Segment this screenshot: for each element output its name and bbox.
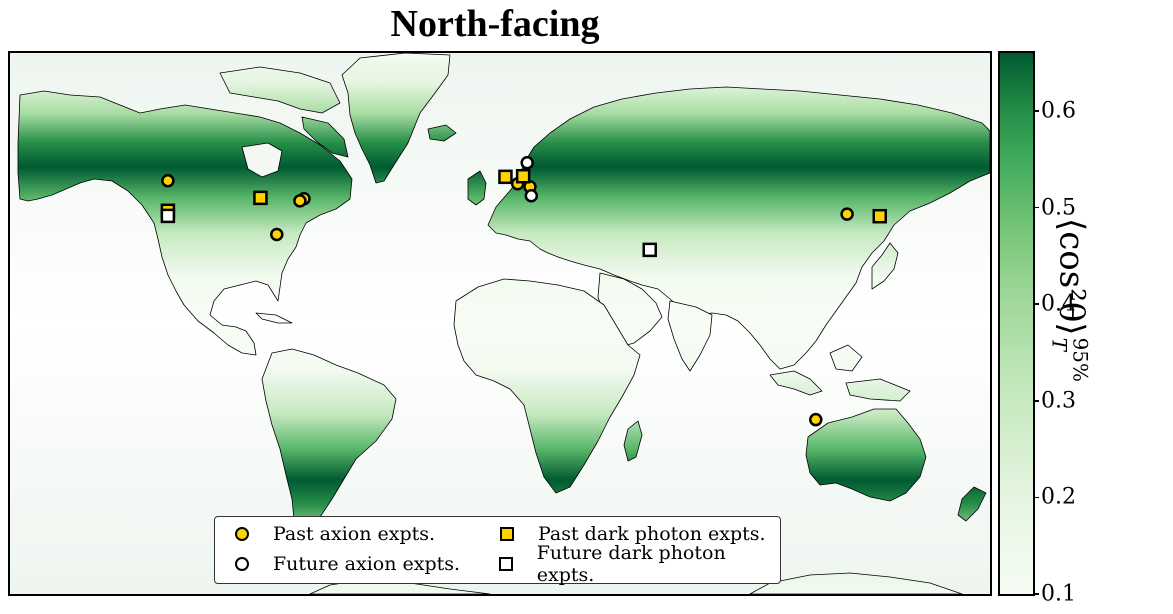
colorbar-tick-mark: [1033, 496, 1039, 499]
colorbar-ticks: 0.1 0.2 0.3 0.4 0.5 0.6: [1033, 51, 1093, 607]
circle-marker-icon: [225, 551, 259, 577]
square-marker-icon: [490, 521, 524, 547]
chart-title: North-facing: [390, 3, 600, 45]
legend-label: Future dark photon expts.: [536, 542, 726, 586]
legend-label: Past dark photon expts.: [538, 523, 766, 545]
colorbar-tick-mark: [1033, 206, 1039, 209]
canadian-arctic-islands: [219, 66, 341, 114]
colorbar-tick-mark: [1033, 110, 1039, 112]
marker-past-axion-expts-0: [161, 173, 175, 188]
africa: [453, 278, 641, 494]
marker-past-dark-photon-expts-3: [515, 168, 531, 184]
colorbar-gradient: [1000, 53, 1033, 594]
marker-past-dark-photon-expts-4: [872, 208, 887, 224]
baffin-island: [301, 116, 349, 158]
legend-item: Past axion expts.: [225, 521, 435, 547]
marker-future-axion-expts-1: [524, 189, 539, 203]
marker-future-dark-photon-expts-0: [160, 208, 176, 224]
marker-past-axion-expts-7: [809, 412, 823, 427]
australia: [805, 408, 927, 502]
japan: [871, 242, 899, 290]
colorbar-tick-label: 0.6: [1041, 98, 1076, 124]
india: [667, 300, 713, 372]
circle-marker-icon: [225, 521, 259, 547]
legend-item: Future dark photon expts.: [490, 542, 780, 586]
hudson-bay-island: [241, 142, 283, 178]
iceland: [427, 124, 457, 142]
map-frame: [8, 51, 992, 596]
colorbar-tick-label: 0.1: [1041, 581, 1076, 607]
world-map: [10, 53, 990, 594]
eurasia: [487, 86, 990, 370]
colorbar-tick-mark: [1033, 593, 1039, 595]
cuba: [255, 312, 293, 324]
legend: Past axion expts. Future axion expts. Past…: [214, 516, 781, 586]
marker-past-axion-expts-3: [270, 227, 284, 242]
greenland: [341, 53, 451, 184]
colorbar-label-sup: 95%: [1068, 337, 1093, 383]
new-zealand: [957, 486, 987, 522]
southeast-asia-islands: [769, 344, 911, 402]
madagascar: [623, 420, 643, 462]
colorbar-tick-label: 0.2: [1041, 484, 1076, 510]
colorbar-tick-label: 0.4: [1041, 291, 1076, 317]
legend-item: Past dark photon expts.: [490, 521, 766, 547]
colorbar-tick-label: 0.5: [1041, 195, 1076, 221]
colorbar-tick-label: 0.3: [1041, 388, 1076, 414]
legend-label: Future axion expts.: [273, 553, 461, 575]
colorbar: [998, 51, 1035, 596]
marker-past-axion-expts-2: [293, 194, 307, 208]
colorbar-tick-mark: [1033, 303, 1039, 305]
marker-future-axion-expts-0: [520, 155, 534, 170]
legend-item: Future axion expts.: [225, 551, 460, 577]
uk-ireland: [467, 170, 487, 206]
legend-label: Past axion expts.: [273, 523, 436, 545]
colorbar-tick-mark: [1033, 400, 1039, 402]
colorbar-label-math: ⟨cos²θ⟩: [1051, 217, 1092, 336]
experiment-markers: [160, 155, 887, 427]
colorbar-label-sub: T: [1047, 337, 1072, 351]
marker-future-dark-photon-expts-1: [642, 242, 657, 258]
marker-past-dark-photon-expts-1: [253, 190, 268, 206]
square-marker-icon: [490, 551, 523, 577]
marker-past-dark-photon-expts-2: [498, 169, 513, 185]
marker-past-axion-expts-6: [840, 207, 854, 221]
